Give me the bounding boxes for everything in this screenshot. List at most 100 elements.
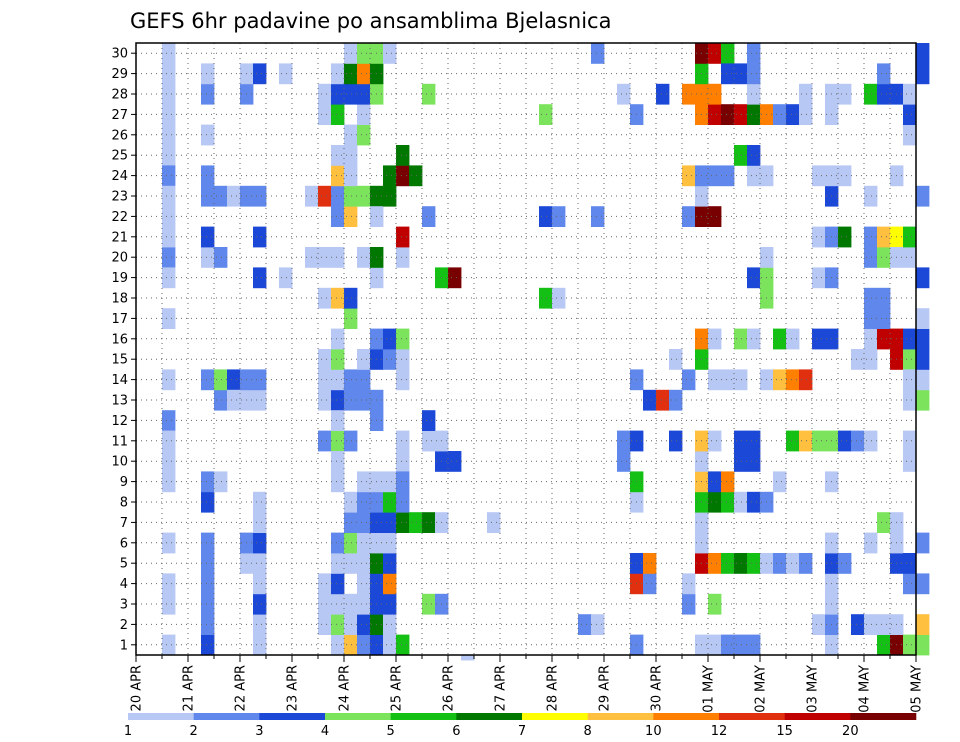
precip-cell — [331, 532, 345, 554]
precip-cell — [201, 124, 215, 146]
precip-cell — [253, 512, 267, 533]
legend-label: 2 — [190, 724, 198, 739]
precip-cell — [591, 206, 605, 227]
precip-cell — [708, 328, 722, 350]
precip-cell — [721, 369, 735, 391]
precip-cell — [318, 389, 332, 411]
precip-cell — [461, 655, 475, 661]
precip-cell — [318, 104, 332, 125]
precip-cell — [864, 287, 878, 309]
y-tick-label: 8 — [120, 496, 128, 511]
precip-cell — [838, 226, 852, 248]
precip-cell — [162, 532, 176, 554]
legend-swatch — [259, 713, 326, 720]
y-tick-label: 2 — [120, 618, 128, 633]
precip-cell — [903, 104, 917, 125]
legend-label: 15 — [776, 724, 793, 739]
precip-cell — [162, 593, 176, 615]
precip-cell — [201, 491, 215, 513]
precip-cell — [344, 43, 358, 64]
precip-cell — [708, 83, 722, 105]
precip-cell — [357, 491, 371, 513]
x-tick-label: 29 APR — [598, 665, 613, 711]
precip-cell — [721, 104, 735, 125]
precip-cell — [331, 349, 345, 370]
precip-cell — [214, 185, 228, 207]
precip-cell — [331, 430, 345, 452]
legend-label: 4 — [321, 724, 329, 739]
precip-cell — [916, 328, 930, 350]
precip-cell — [357, 124, 371, 146]
precip-cell — [344, 369, 358, 391]
precip-cell — [201, 63, 215, 85]
precip-cell — [331, 104, 345, 125]
precip-cell — [812, 430, 826, 452]
precip-cell — [708, 593, 722, 615]
precip-cell — [812, 328, 826, 350]
precip-cell — [422, 512, 436, 533]
y-tick-label: 14 — [111, 373, 128, 388]
precip-cell — [851, 430, 865, 452]
precip-cell — [331, 389, 345, 411]
y-tick-label: 17 — [111, 312, 128, 327]
x-tick-label: 03 MAY — [806, 665, 821, 713]
x-tick-label: 20 APR — [130, 665, 145, 711]
precip-cell — [864, 328, 878, 350]
precip-cell — [253, 369, 267, 391]
chart-title: GEFS 6hr padavine po ansamblima Bjelasni… — [130, 9, 611, 33]
precip-cell — [799, 83, 813, 105]
precip-cell — [773, 553, 787, 574]
precip-cell — [812, 165, 826, 187]
precip-cell — [318, 614, 332, 635]
precip-cell — [682, 165, 696, 187]
precip-cell — [422, 430, 436, 452]
precip-cell — [253, 532, 267, 554]
y-tick-label: 30 — [111, 47, 128, 62]
precip-cell — [877, 247, 891, 268]
precip-cell — [786, 553, 800, 574]
precip-cell — [357, 349, 371, 370]
precip-cell — [903, 124, 917, 146]
y-tick-label: 27 — [111, 108, 128, 123]
precip-cell — [227, 185, 241, 207]
precip-cell — [747, 267, 761, 289]
x-tick-label: 04 MAY — [858, 665, 873, 713]
y-tick-label: 21 — [111, 230, 128, 245]
precip-cell — [331, 553, 345, 574]
legend-swatch — [719, 713, 785, 720]
precip-cell — [812, 614, 826, 635]
precip-cell — [344, 308, 358, 329]
precip-cell — [747, 145, 761, 166]
precip-cell — [344, 83, 358, 105]
precip-cell — [344, 593, 358, 615]
y-tick-label: 24 — [111, 169, 128, 184]
precip-cell — [903, 451, 917, 472]
precip-cell — [344, 63, 358, 85]
precip-cell — [201, 471, 215, 493]
legend-swatch — [193, 713, 260, 720]
precip-cell — [162, 83, 176, 105]
precip-cell — [877, 63, 891, 85]
precip-cell — [669, 349, 683, 370]
y-tick-label: 16 — [111, 332, 128, 347]
precip-cell — [734, 328, 748, 350]
y-tick-label: 29 — [111, 67, 128, 82]
precip-cell — [734, 430, 748, 452]
precip-cell — [734, 491, 748, 513]
x-tick-label: 21 APR — [182, 665, 197, 711]
x-tick-label: 27 APR — [494, 665, 509, 711]
legend-swatch — [587, 713, 654, 720]
color-legend: 1 2 3 4 5 6 7 8 10 12 15 20 — [124, 713, 917, 739]
precip-cell — [253, 491, 267, 513]
precip-cell — [396, 247, 410, 268]
precip-cell — [201, 573, 215, 595]
precip-cell — [708, 206, 722, 227]
precip-cell — [253, 573, 267, 595]
precip-cell — [721, 634, 735, 656]
precip-cell — [344, 634, 358, 656]
legend-label: 3 — [255, 724, 263, 739]
precip-cell — [318, 83, 332, 105]
precip-cell — [396, 430, 410, 452]
precip-cell — [864, 226, 878, 248]
